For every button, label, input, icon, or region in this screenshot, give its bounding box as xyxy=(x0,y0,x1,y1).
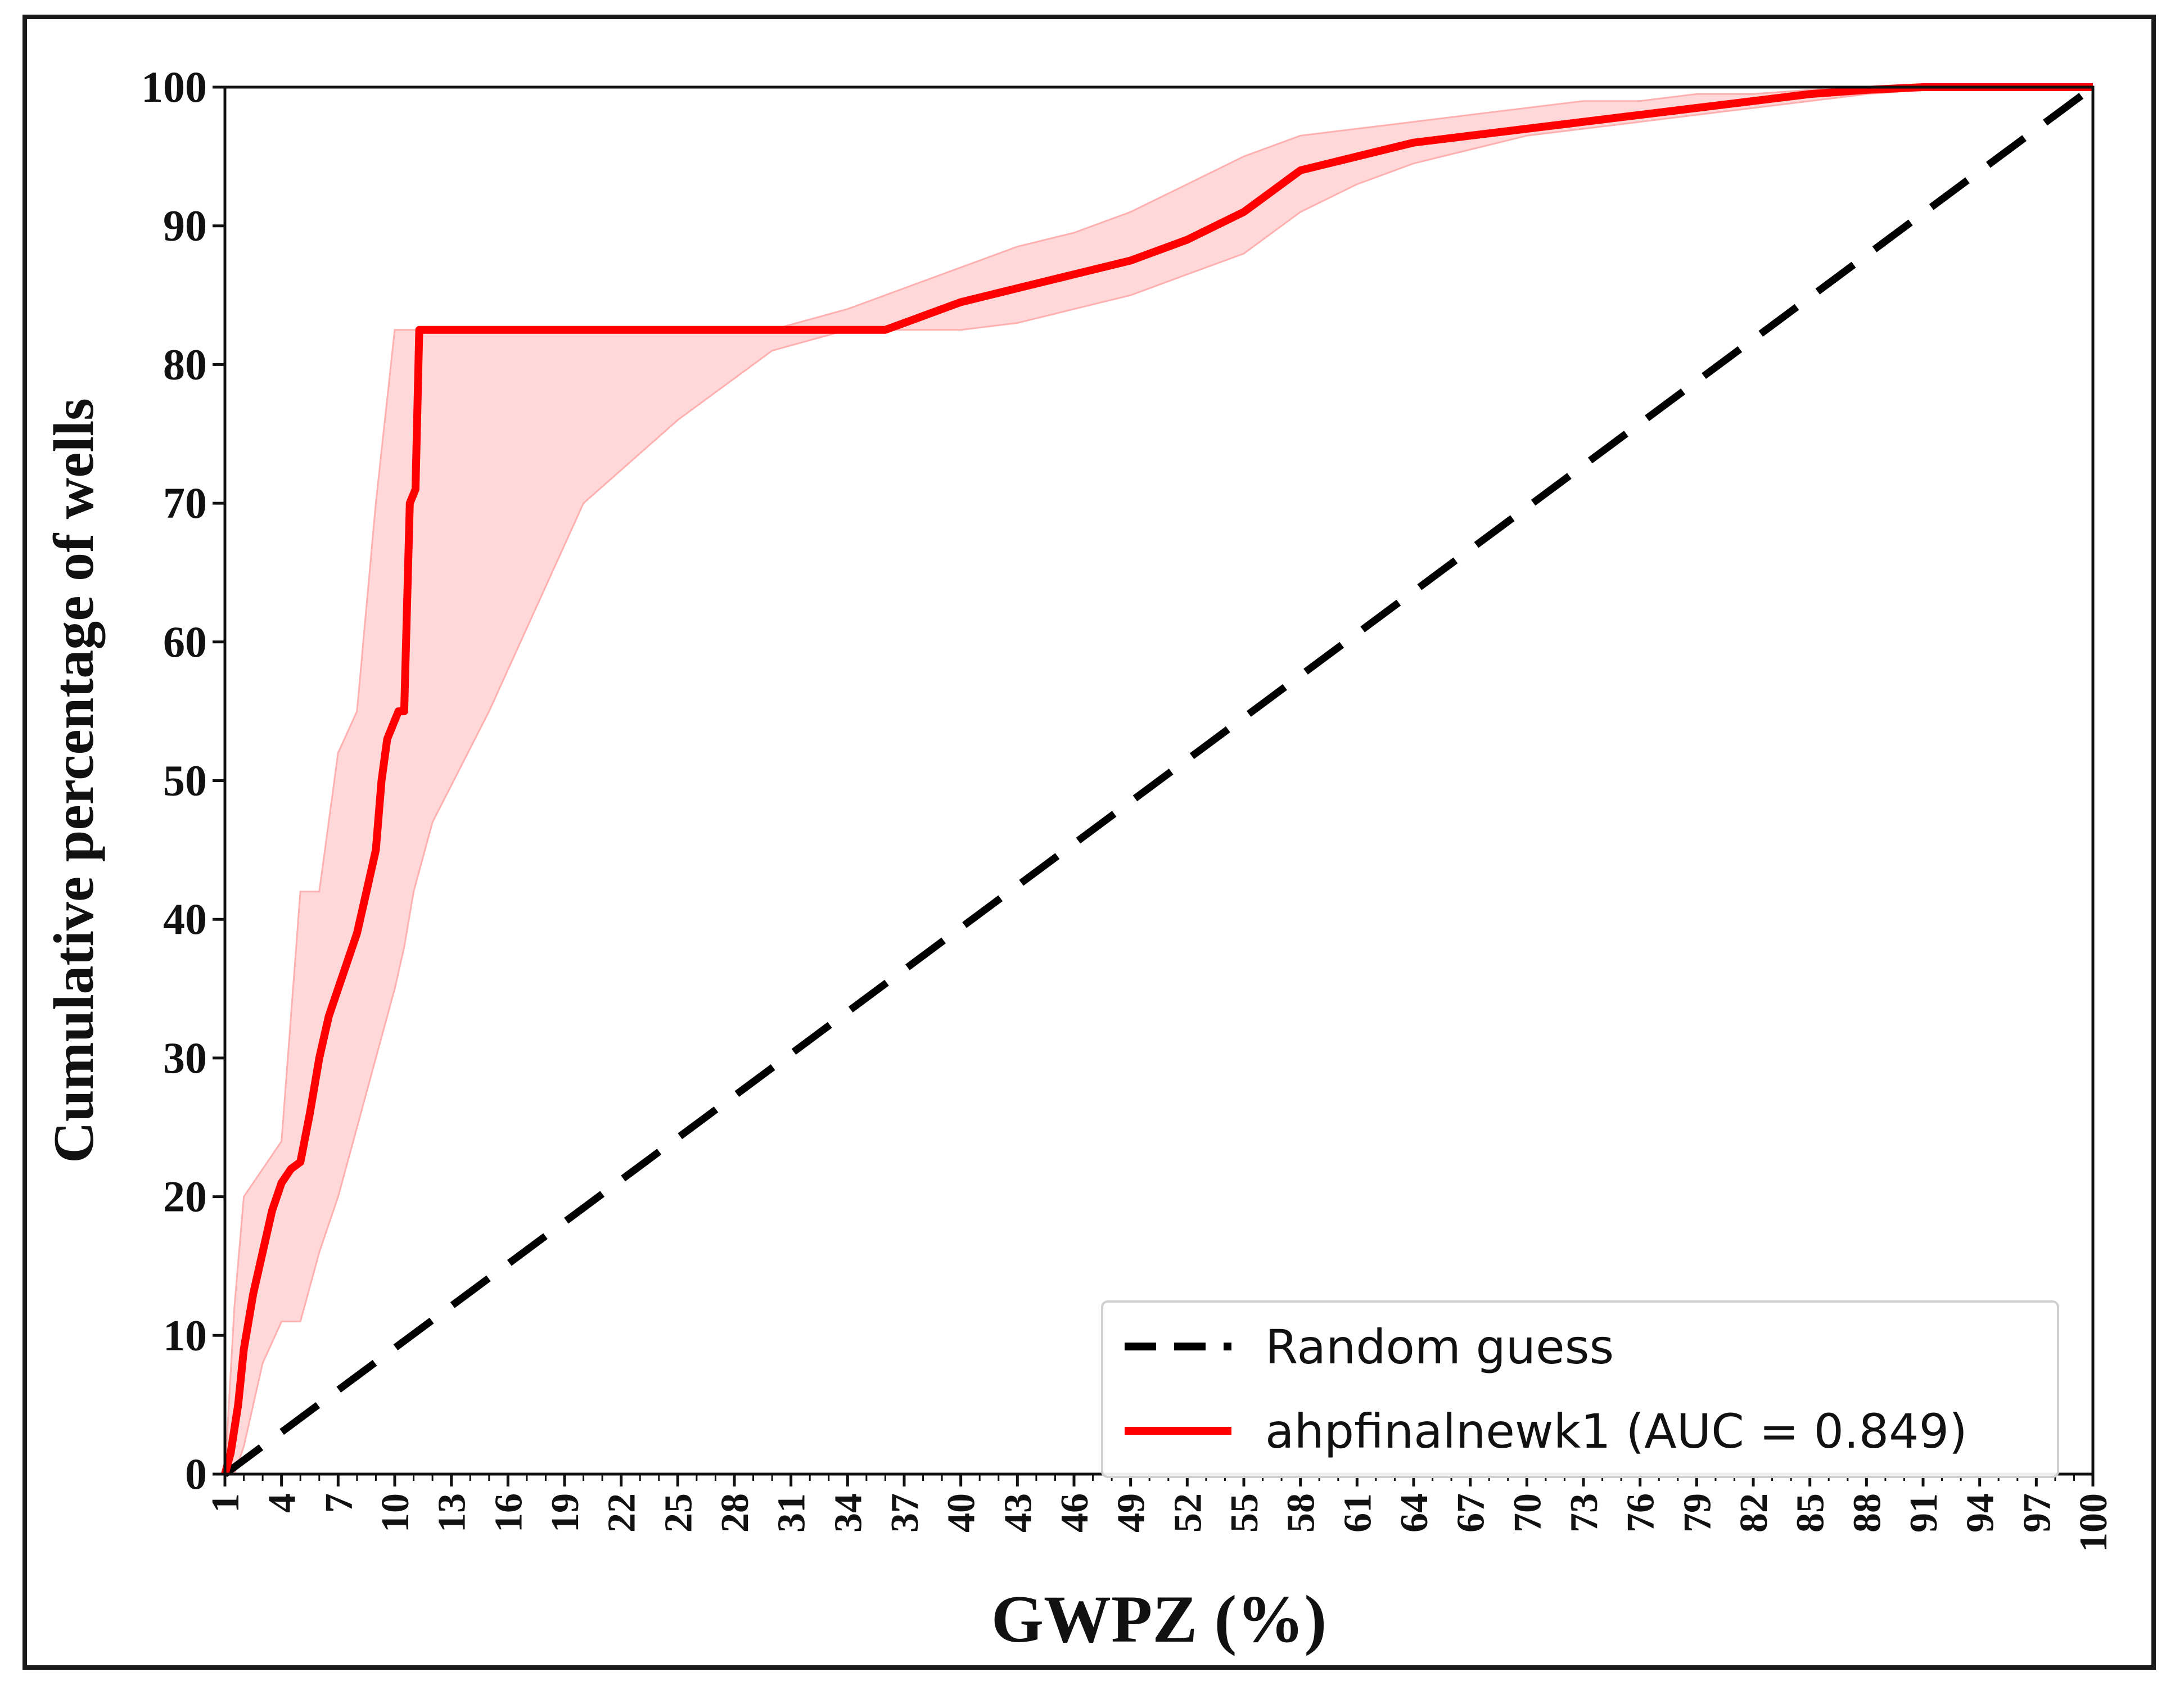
x-tick-label: 19 xyxy=(544,1493,587,1533)
y-tick-label: 70 xyxy=(163,478,207,527)
x-tick-label: 40 xyxy=(940,1493,983,1533)
x-tick-label: 10 xyxy=(374,1493,417,1533)
y-tick-label: 40 xyxy=(163,894,207,943)
x-tick-label: 64 xyxy=(1393,1493,1436,1533)
x-tick-label: 85 xyxy=(1789,1493,1833,1533)
x-tick-label: 25 xyxy=(657,1493,700,1533)
x-tick-label: 100 xyxy=(2072,1493,2115,1552)
x-tick-label: 22 xyxy=(601,1493,644,1533)
x-tick-label: 13 xyxy=(431,1493,474,1533)
y-tick-label: 60 xyxy=(163,617,207,666)
legend-box xyxy=(1101,1300,2059,1478)
x-tick-label: 70 xyxy=(1506,1493,1549,1533)
x-tick-label: 46 xyxy=(1053,1493,1096,1533)
y-axis-ticks: 0 10 20 30 40 50 60 70 80 90 100 xyxy=(141,62,225,1498)
random-guess-line xyxy=(223,84,2095,1477)
x-tick-label: 49 xyxy=(1110,1493,1153,1533)
x-tick-label: 28 xyxy=(714,1493,757,1533)
x-tick-label: 58 xyxy=(1280,1493,1323,1533)
y-tick-label: 30 xyxy=(163,1033,207,1082)
x-tick-label: 34 xyxy=(827,1493,870,1533)
roc-curve-line xyxy=(221,83,2093,1475)
y-tick-label: 20 xyxy=(163,1172,207,1221)
x-tick-label: 37 xyxy=(883,1493,927,1533)
x-tick-label: 55 xyxy=(1223,1493,1266,1533)
x-tick-label: 1 xyxy=(204,1493,247,1513)
series-layer xyxy=(221,83,2095,1477)
legend-label-random-guess: Random guess xyxy=(1265,1320,1614,1375)
x-tick-label: 91 xyxy=(1902,1493,1946,1533)
x-tick-label: 79 xyxy=(1676,1493,1719,1533)
y-tick-label: 100 xyxy=(141,62,207,111)
x-tick-label: 31 xyxy=(770,1493,814,1533)
legend: Random guess ahpfinalnewk1 (AUC = 0.849) xyxy=(1101,1300,2059,1478)
x-tick-label: 16 xyxy=(487,1493,530,1533)
y-tick-label: 0 xyxy=(185,1449,207,1498)
y-tick-label: 80 xyxy=(163,340,207,388)
x-tick-label: 4 xyxy=(261,1493,304,1513)
x-tick-label: 61 xyxy=(1336,1493,1379,1533)
x-tick-label: 73 xyxy=(1563,1493,1606,1533)
y-axis-label: Cumulative percentage of wells xyxy=(42,398,106,1163)
x-tick-label: 97 xyxy=(2015,1493,2059,1533)
x-tick-label: 7 xyxy=(317,1493,360,1513)
y-tick-label: 50 xyxy=(163,756,207,805)
x-tick-label: 43 xyxy=(996,1493,1040,1533)
y-tick-label: 10 xyxy=(163,1311,207,1359)
x-axis-ticks: 1 4 7 10 13 16 19 22 25 28 31 34 37 40 43 46 49 52 55 58 61 6… xyxy=(204,1474,2115,1552)
y-tick-label: 90 xyxy=(163,201,207,250)
x-axis-label: GWPZ (%) xyxy=(991,1581,1327,1656)
x-tick-label: 76 xyxy=(1619,1493,1663,1533)
x-tick-label: 88 xyxy=(1845,1493,1889,1533)
x-tick-label: 67 xyxy=(1450,1493,1493,1533)
x-tick-label: 52 xyxy=(1166,1493,1210,1533)
x-tick-label: 82 xyxy=(1732,1493,1776,1533)
legend-label-roc-curve: ahpfinalnewk1 (AUC = 0.849) xyxy=(1265,1404,1968,1459)
x-tick-label: 94 xyxy=(1959,1493,2002,1533)
